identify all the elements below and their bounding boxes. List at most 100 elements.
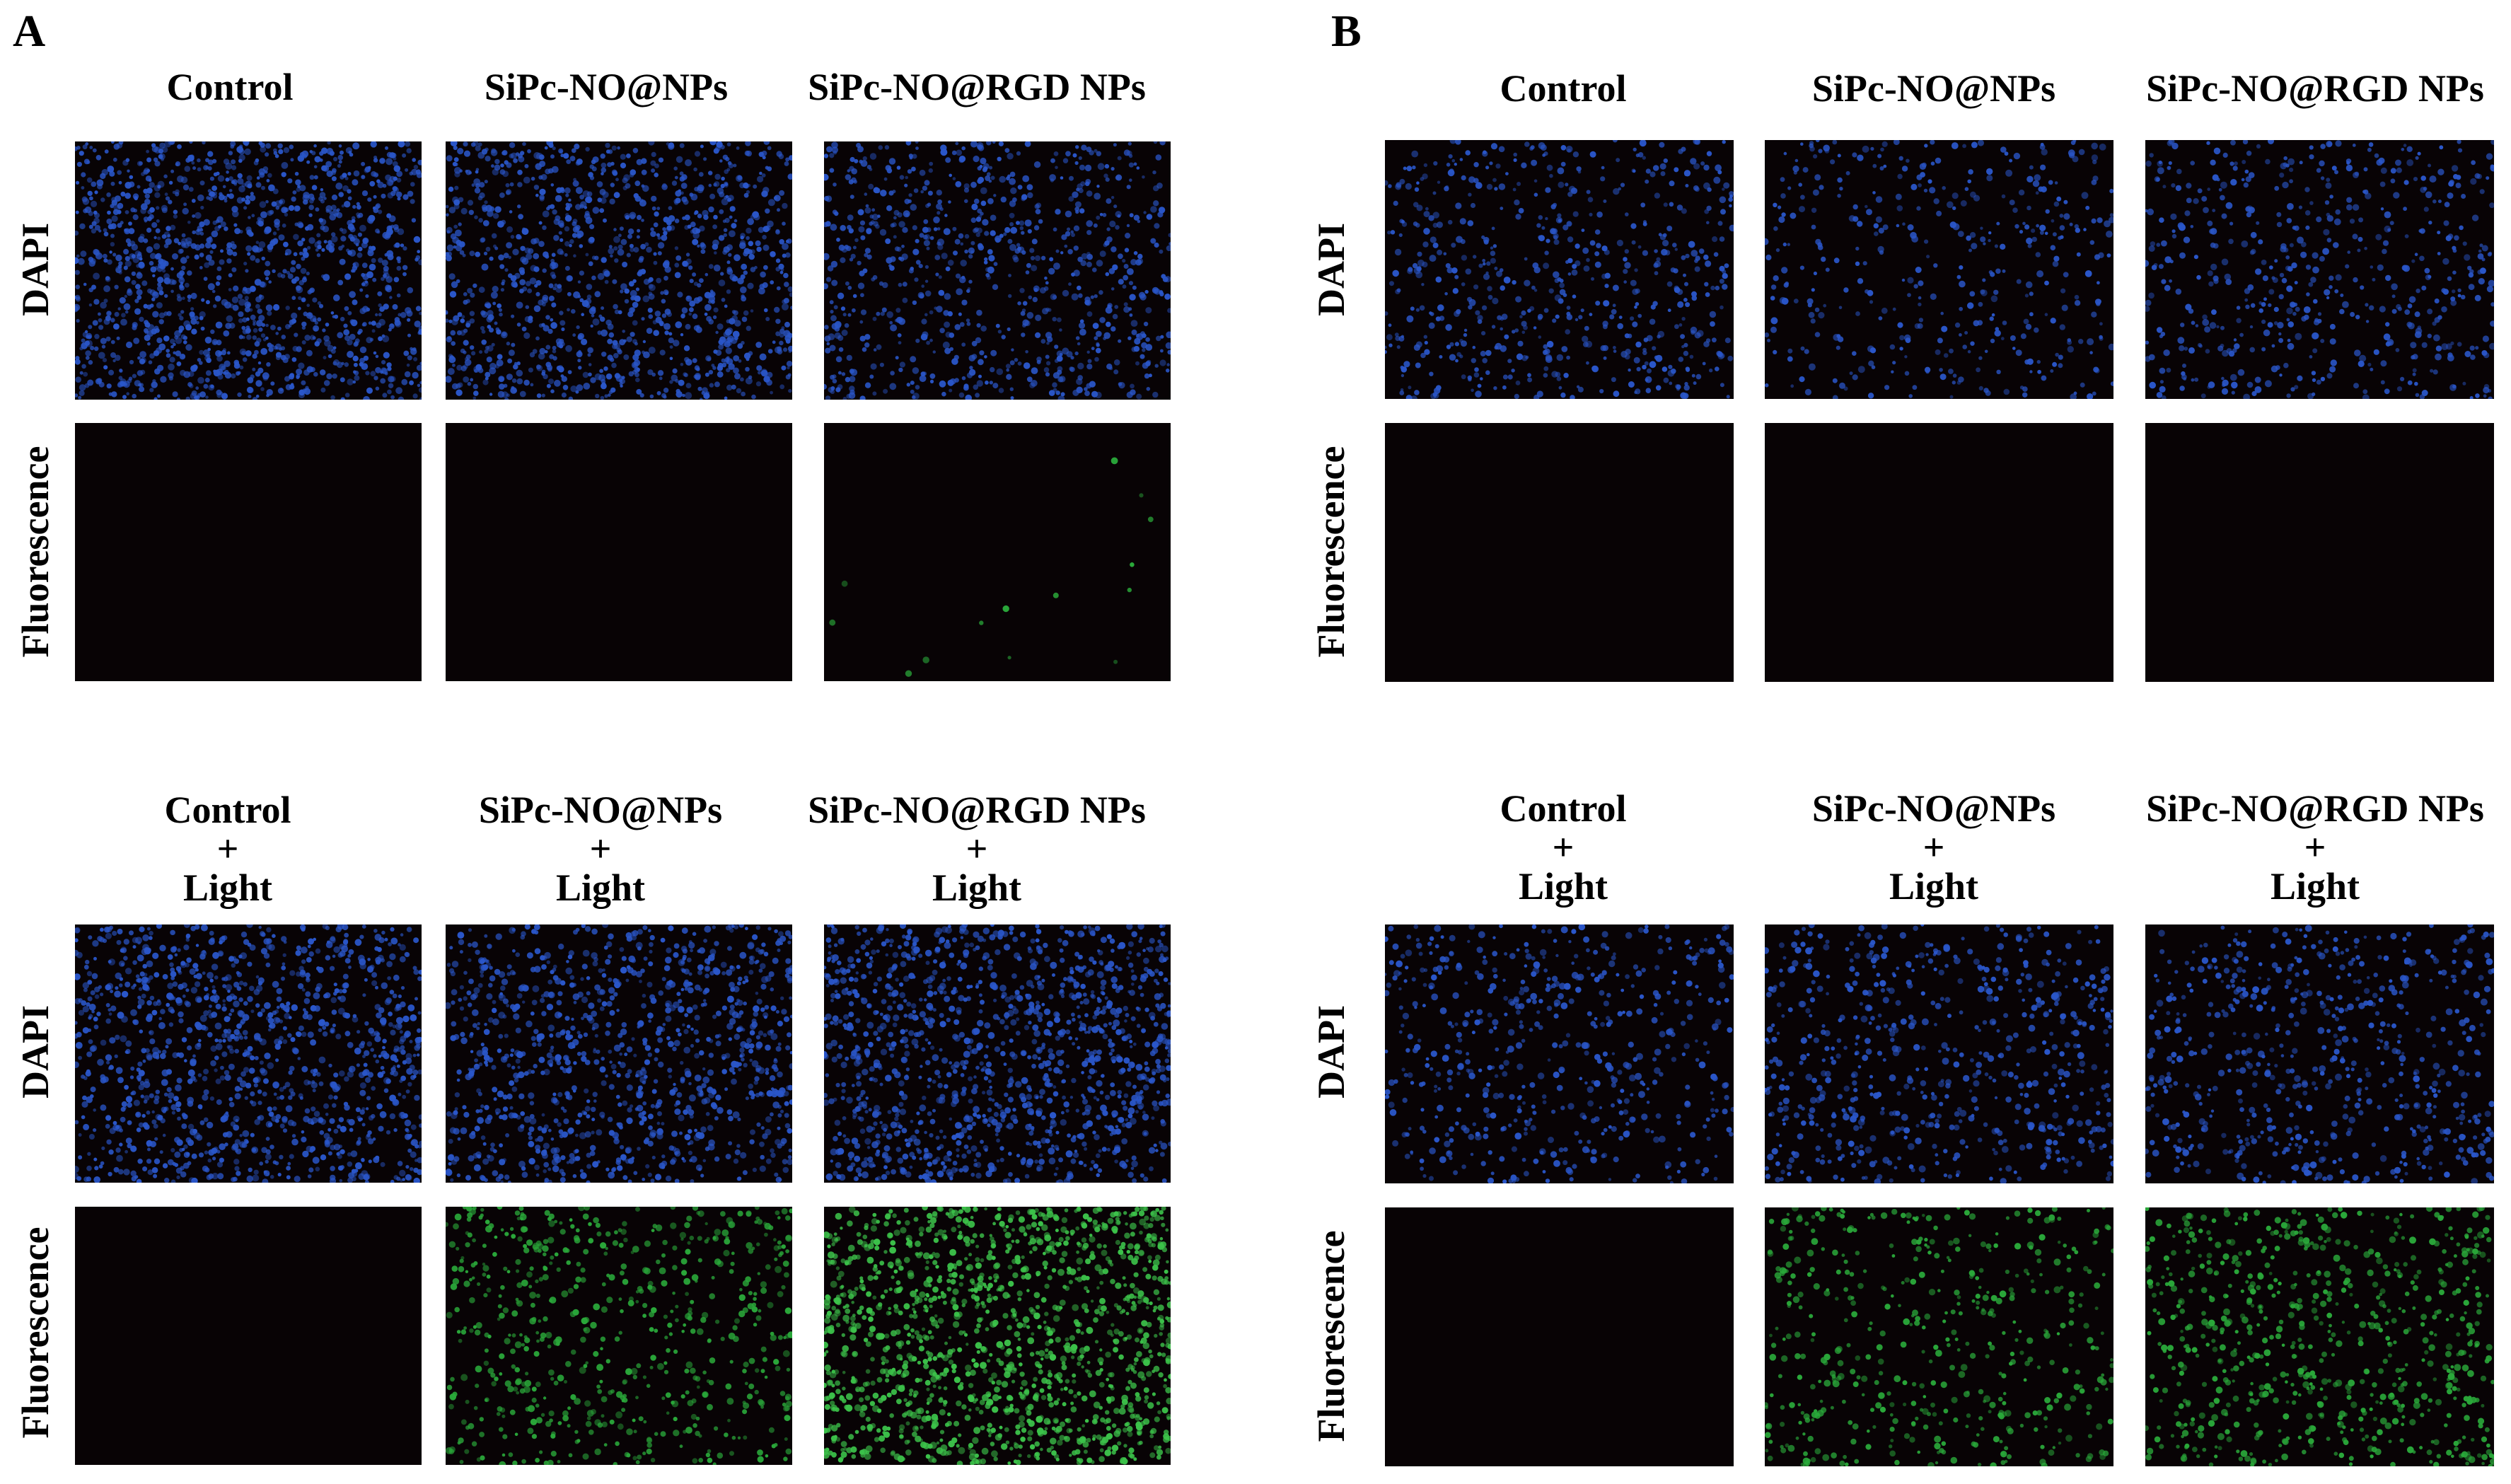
cell-nucleus [327, 344, 334, 352]
cell-nucleus [128, 376, 133, 381]
cell-nucleus [746, 325, 751, 331]
cell-nucleus [106, 219, 112, 224]
cell-nucleus [220, 249, 224, 253]
cell-nucleus [475, 170, 479, 174]
cell-nucleus [359, 357, 365, 364]
cell-nucleus [389, 296, 393, 299]
cell-nucleus [162, 1163, 168, 1169]
cell-nucleus [98, 229, 102, 233]
cell-nucleus [234, 1086, 241, 1092]
cell-nucleus [267, 311, 272, 316]
cell-nucleus [264, 228, 270, 235]
cell-nucleus [265, 336, 269, 340]
cell-nucleus [103, 228, 108, 233]
cell-nucleus [724, 396, 728, 400]
cell-nucleus [215, 350, 222, 357]
cell-nucleus [607, 1116, 613, 1123]
cell-nucleus [457, 148, 464, 155]
cell-nucleus [1004, 148, 1010, 153]
cell-nucleus [584, 206, 588, 209]
cell-nucleus [221, 1115, 228, 1122]
cell-nucleus [587, 353, 591, 357]
cell-nucleus [252, 245, 259, 253]
cell-nucleus [404, 1119, 412, 1127]
cell-nucleus [134, 196, 138, 201]
cell-nucleus [639, 198, 644, 203]
micrograph [446, 423, 792, 681]
cell-nucleus [529, 277, 537, 284]
cell-nucleus [191, 199, 196, 203]
cell-nucleus [395, 1023, 402, 1031]
cell-nucleus [663, 323, 671, 330]
cell-nucleus [417, 331, 422, 335]
cell-nucleus [1161, 274, 1166, 279]
cell-nucleus [835, 356, 842, 363]
cell-nucleus [83, 208, 88, 214]
cell-nucleus [668, 215, 675, 222]
cell-nucleus [287, 1033, 292, 1038]
cell-nucleus [620, 238, 627, 245]
cell-nucleus [1044, 277, 1048, 280]
cell-nucleus [519, 390, 526, 398]
cell-nucleus [487, 210, 494, 217]
cell-nucleus [1113, 359, 1120, 366]
cell-nucleus [381, 277, 385, 282]
cell-nucleus [922, 185, 927, 191]
cell-nucleus [228, 193, 234, 199]
cell-nucleus [465, 323, 470, 328]
cell-nucleus [473, 178, 481, 185]
cell-nucleus [539, 195, 545, 200]
cell-nucleus [108, 1149, 114, 1155]
cell-nucleus [997, 156, 1002, 161]
cell-nucleus [387, 976, 391, 980]
cell-nucleus [1046, 361, 1051, 366]
cell-nucleus [1052, 317, 1057, 322]
cell-nucleus [693, 282, 698, 286]
cell-nucleus [354, 1162, 362, 1170]
cell-nucleus [579, 270, 584, 276]
cell-nucleus [320, 199, 325, 204]
cell-nucleus [497, 1048, 502, 1053]
cell-nucleus [92, 320, 98, 326]
cell-nucleus [584, 1060, 591, 1065]
cell-nucleus [1038, 219, 1043, 224]
cell-nucleus [1009, 360, 1015, 366]
cell-nucleus [126, 1096, 132, 1103]
cell-nucleus [205, 395, 209, 399]
cell-nucleus [151, 222, 158, 228]
cell-nucleus [449, 355, 454, 360]
cell-nucleus [832, 209, 837, 215]
cell-nucleus [748, 1048, 754, 1054]
cell-nucleus [381, 1050, 388, 1057]
cell-nucleus [478, 286, 485, 294]
cell-nucleus [393, 1098, 398, 1105]
cell-nucleus [110, 340, 115, 344]
cell-nucleus [685, 383, 692, 388]
cell-nucleus [393, 1048, 398, 1053]
cell-nucleus [98, 381, 105, 388]
cell-nucleus [1114, 305, 1119, 309]
cell-nucleus [112, 253, 117, 257]
cell-nucleus [205, 300, 210, 305]
cell-nucleus [265, 1120, 273, 1128]
cell-nucleus [448, 207, 456, 214]
cell-nucleus [1094, 192, 1101, 200]
cell-nucleus [294, 171, 299, 176]
cell-nucleus [205, 166, 209, 170]
cell-nucleus [994, 235, 1002, 243]
micrograph-cells [829, 457, 1154, 677]
cell-nucleus [446, 230, 451, 234]
cell-nucleus [1073, 225, 1080, 231]
cell-nucleus [674, 175, 678, 180]
cell-nucleus [699, 278, 704, 283]
cell-nucleus [613, 246, 618, 251]
row-label-fluorescence: Fluorescence [14, 1227, 57, 1439]
cell-nucleus [688, 265, 693, 270]
cell-nucleus [82, 982, 89, 989]
cell-nucleus [860, 235, 866, 240]
cell-nucleus [709, 141, 717, 146]
cell-nucleus [398, 141, 405, 148]
cell-nucleus [613, 303, 618, 310]
cell-nucleus [251, 214, 255, 218]
cell-nucleus [180, 961, 186, 966]
